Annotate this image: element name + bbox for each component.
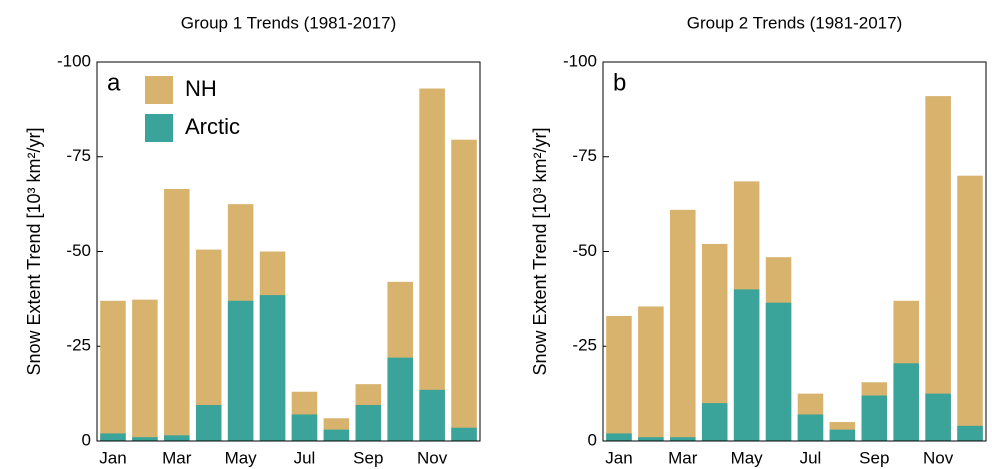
y-tick-label: -25 [66,336,91,355]
legend-label: NH [185,76,217,101]
bar [638,437,664,441]
plot-frame [96,61,481,442]
bar [670,437,696,441]
y-tick-label: -75 [66,146,91,165]
x-tick-label: Nov [417,448,448,467]
bar [100,433,126,441]
bar [291,414,318,441]
x-tick-label: Jul [294,448,316,467]
y-tick-label: -100 [57,51,91,70]
y-tick-label: 0 [82,430,91,449]
y-tick-label: 0 [588,430,597,449]
x-tick-label: May [731,448,764,467]
bar [419,389,445,441]
bar [195,404,222,441]
bar [733,289,760,441]
y-tick-label: -25 [572,336,597,355]
bar [132,437,158,441]
x-tick-label: Jul [800,448,822,467]
bar [861,395,888,441]
x-tick-label: Jan [605,448,632,467]
panel-label: a [107,69,121,96]
bar [701,403,728,441]
bar [451,139,477,441]
bar [606,315,632,441]
y-axis-label: Snow Extent Trend [10³ km²/yr] [24,127,44,375]
bar [227,300,254,441]
x-tick-label: Nov [923,448,954,467]
y-tick-label: -75 [572,146,597,165]
chart-title: Group 1 Trends (1981-2017) [181,13,396,32]
bar [957,425,983,441]
x-tick-label: Sep [859,448,889,467]
bar [323,429,350,441]
bar [164,435,190,441]
bar [925,96,951,442]
bar [259,295,286,441]
bar [419,88,445,441]
plot-frame [602,61,987,442]
y-tick-label: -50 [66,241,91,260]
bar [451,427,477,441]
chart-title: Group 2 Trends (1981-2017) [687,13,902,32]
bar [925,393,951,441]
y-axis-label: Snow Extent Trend [10³ km²/yr] [530,127,550,375]
bar [893,363,919,441]
legend-label: Arctic [185,114,240,139]
bar [387,357,413,441]
x-tick-label: Sep [353,448,383,467]
bar [957,175,983,441]
bar [355,404,382,441]
x-tick-label: May [225,448,258,467]
x-tick-label: Mar [162,448,192,467]
bar [132,299,158,441]
bar [765,302,792,441]
bar [829,429,856,441]
panel-label: b [613,69,626,96]
bar [164,188,190,441]
bar [638,306,664,441]
bar [606,433,632,441]
bar [797,414,824,441]
bar [100,300,126,441]
y-tick-label: -50 [572,241,597,260]
legend-swatch [145,76,173,104]
x-tick-label: Mar [668,448,698,467]
bar [670,209,696,441]
legend-swatch [145,114,173,142]
x-tick-label: Jan [99,448,126,467]
y-tick-label: -100 [563,51,597,70]
